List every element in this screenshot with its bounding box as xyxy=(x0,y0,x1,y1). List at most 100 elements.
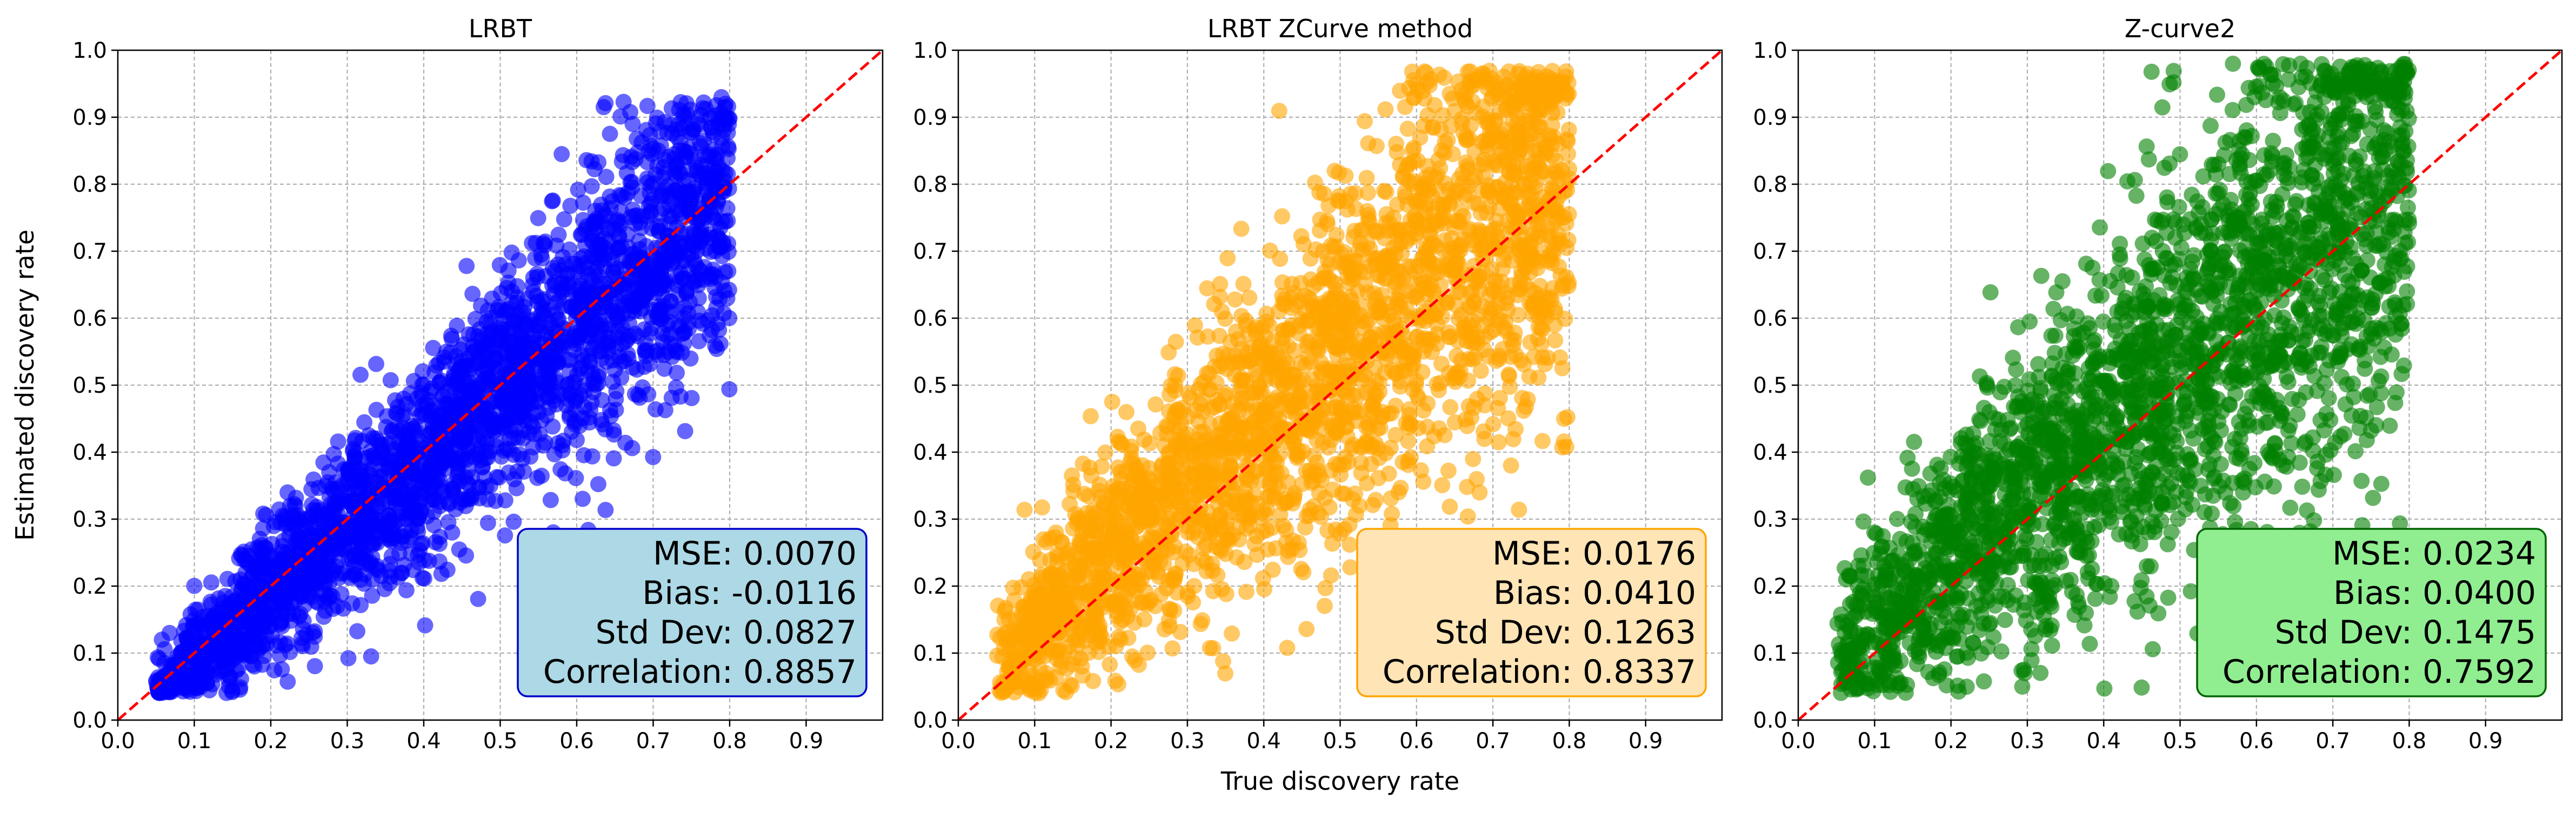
scatter-point xyxy=(1274,208,1291,225)
y-tick-label: 0.0 xyxy=(72,708,107,733)
scatter-point xyxy=(381,575,398,592)
scatter-point xyxy=(501,334,517,351)
scatter-point xyxy=(1085,673,1102,689)
scatter-point xyxy=(494,321,511,338)
scatter-point xyxy=(639,170,656,187)
scatter-point xyxy=(279,635,296,652)
scatter-point xyxy=(586,161,603,178)
scatter-point xyxy=(564,423,580,440)
scatter-point xyxy=(1556,411,1572,427)
scatter-point xyxy=(721,310,738,326)
scatter-point xyxy=(306,658,323,675)
scatter-point xyxy=(683,389,700,406)
scatter-point xyxy=(1219,250,1236,266)
scatter-point xyxy=(677,423,693,440)
scatter-point xyxy=(279,673,296,690)
scatter-point xyxy=(264,628,281,644)
scatter-point xyxy=(1185,594,1202,611)
scatter-point xyxy=(1147,396,1164,413)
scatter-point xyxy=(1560,145,1577,162)
scatter-point xyxy=(1107,638,1124,655)
scatter-point xyxy=(530,210,546,226)
scatter-point xyxy=(656,360,673,377)
scatter-point xyxy=(1107,673,1124,689)
scatter-point xyxy=(380,436,397,453)
scatter-point xyxy=(684,121,701,138)
scatter-point xyxy=(241,595,257,612)
scatter-point xyxy=(712,335,729,352)
scatter-point xyxy=(1241,290,1258,306)
scatter-point xyxy=(651,223,668,239)
y-tick-label: 0.6 xyxy=(72,306,107,331)
scatter-point xyxy=(544,192,561,209)
scatter-point xyxy=(244,656,261,673)
scatter-point xyxy=(431,553,448,570)
scatter-point xyxy=(350,544,367,561)
scatter-point xyxy=(1360,135,1377,152)
scatter-point xyxy=(597,502,614,518)
scatter-point xyxy=(557,281,573,298)
panel-title: LRBT xyxy=(469,14,532,43)
scatter-point xyxy=(657,402,673,419)
scatter-point xyxy=(1063,677,1080,694)
scatter-point xyxy=(1271,103,1287,119)
scatter-point xyxy=(1238,583,1254,600)
scatter-point xyxy=(485,414,502,431)
scatter-point xyxy=(567,403,584,420)
scatter-point xyxy=(473,297,489,314)
x-tick-label: 0.7 xyxy=(636,729,671,754)
scatter-point xyxy=(446,366,463,382)
scatter-point xyxy=(493,393,509,409)
scatter-point xyxy=(1139,644,1156,661)
x-tick-label: 0.9 xyxy=(789,729,824,754)
scatter-point xyxy=(1325,481,1342,498)
scatter-point xyxy=(334,477,351,493)
scatter-point xyxy=(1534,321,1551,338)
scatter-point xyxy=(553,146,570,163)
scatter-point xyxy=(1442,399,1459,415)
scatter-point xyxy=(1160,418,1177,435)
scatter-point xyxy=(325,532,342,548)
x-tick-label: 0.3 xyxy=(330,729,365,754)
scatter-point xyxy=(233,547,250,564)
scatter-point xyxy=(565,332,582,348)
scatter-point xyxy=(570,182,586,198)
scatter-point xyxy=(680,314,697,331)
scatter-point xyxy=(1117,527,1134,544)
scatter-point xyxy=(1279,321,1296,338)
scatter-point xyxy=(677,149,693,166)
scatter-point xyxy=(711,238,728,254)
scatter-point xyxy=(368,401,385,418)
scatter-point xyxy=(668,342,684,359)
scatter-point xyxy=(504,294,520,311)
scatter-point xyxy=(317,478,334,494)
scatter-point xyxy=(340,650,357,667)
scatter-point xyxy=(395,441,412,458)
scatter-point xyxy=(479,515,496,531)
scatter-point xyxy=(581,414,598,431)
scatter-point xyxy=(1309,339,1325,355)
scatter-point xyxy=(1323,567,1339,584)
x-tick-label: 0.2 xyxy=(253,729,288,754)
scatter-point xyxy=(634,292,651,308)
scatter-point xyxy=(467,417,484,434)
scatter-point xyxy=(383,523,400,540)
scatter-point xyxy=(630,387,646,404)
scatter-point xyxy=(364,587,381,604)
scatter-point xyxy=(524,235,540,252)
y-tick-label: 0.9 xyxy=(72,105,107,130)
scatter-point xyxy=(575,194,591,211)
scatter-point xyxy=(1552,349,1569,366)
scatter-point xyxy=(698,158,715,174)
scatter-point xyxy=(595,99,612,116)
scatter-point xyxy=(425,453,442,470)
scatter-point xyxy=(1449,347,1465,364)
y-tick-label: 0.5 xyxy=(72,373,107,398)
scatter-point xyxy=(608,401,624,418)
scatter-point xyxy=(613,369,630,386)
scatter-point xyxy=(548,396,564,413)
scatter-point xyxy=(368,557,385,574)
scatter-point xyxy=(465,326,482,343)
scatter-point xyxy=(382,372,399,388)
